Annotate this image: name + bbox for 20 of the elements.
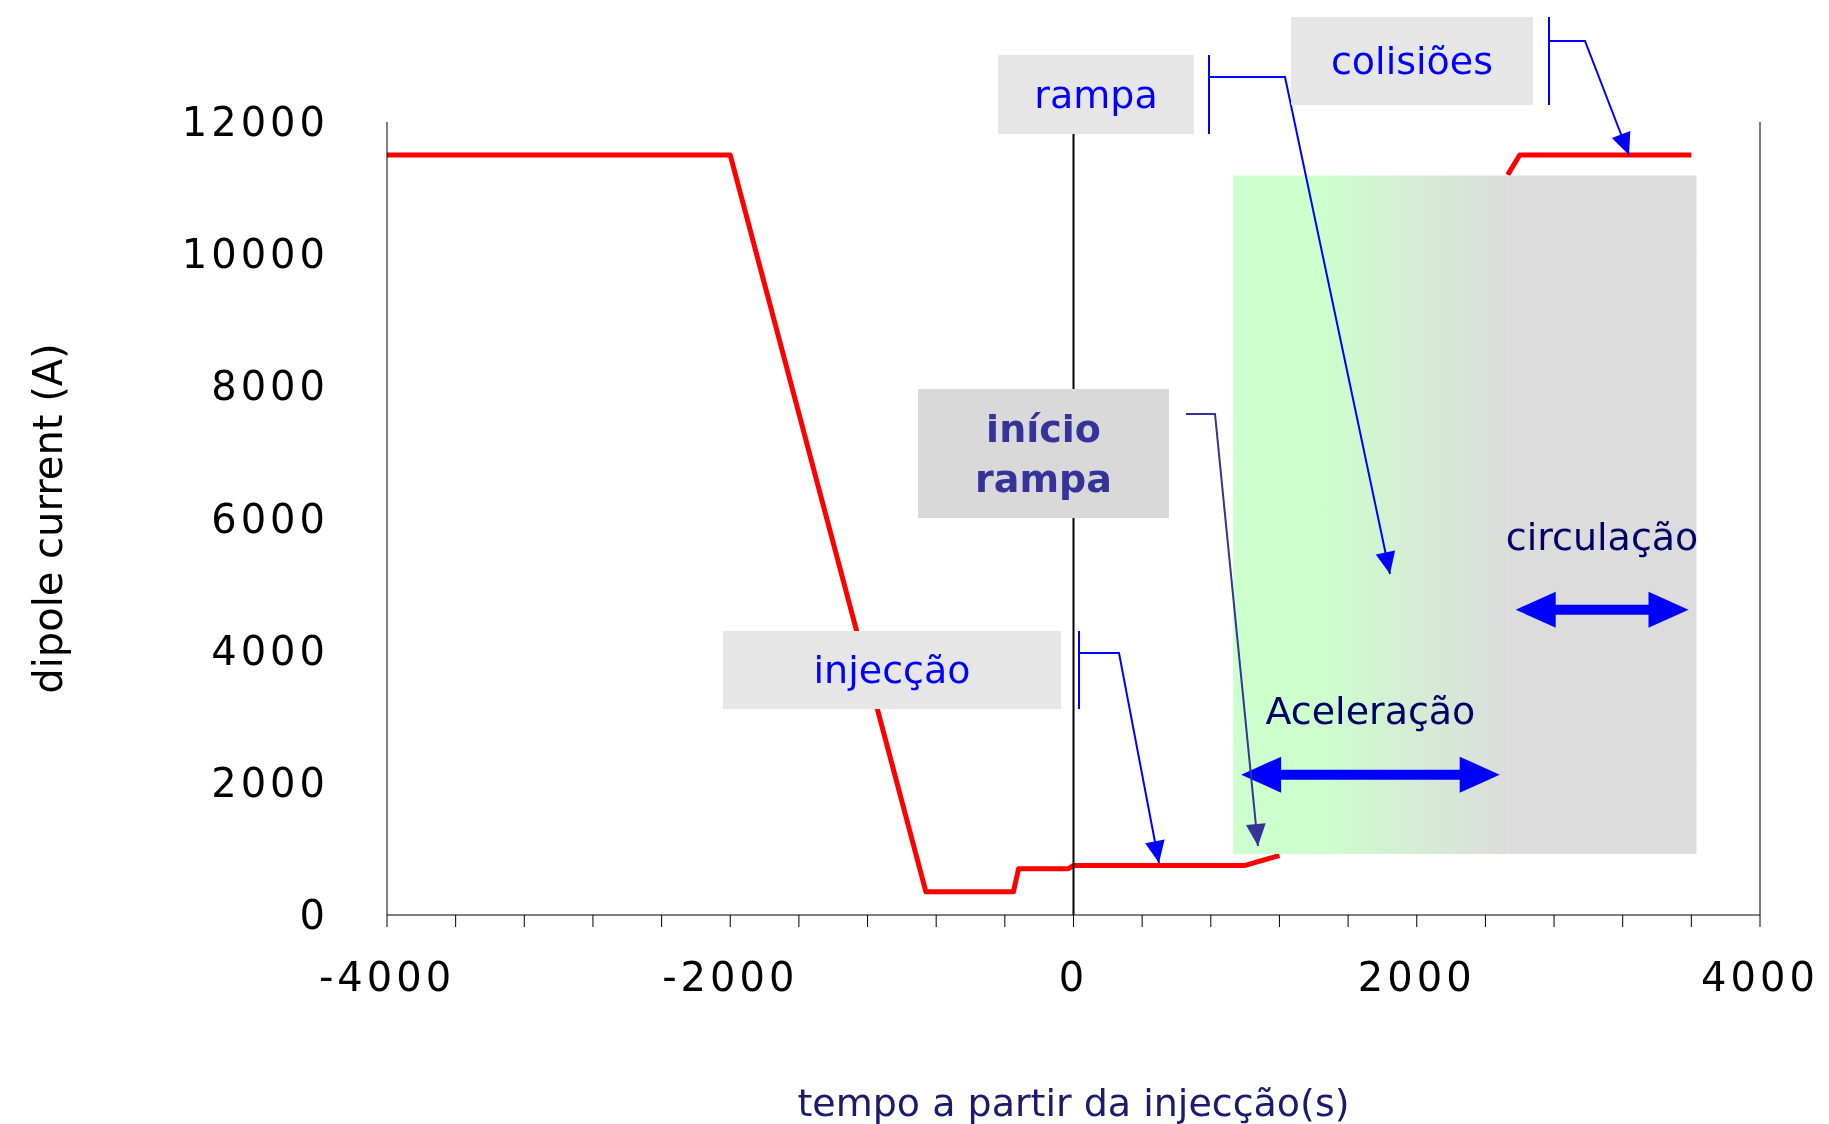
y-tick-label: 10000	[181, 231, 329, 278]
x-tick-label: 0	[1058, 954, 1089, 1000]
x-tick-label: -4000	[318, 954, 456, 1000]
band-label: Aceleração	[1265, 688, 1476, 733]
y-tick-label: 8000	[211, 363, 329, 410]
y-tick-label: 6000	[211, 495, 329, 542]
x-tick-label: -2000	[662, 954, 799, 1000]
y-axis-title: dipole current (A)	[25, 343, 71, 694]
y-tick-label: 4000	[211, 627, 329, 674]
band-label: circulação	[1505, 515, 1699, 560]
text: colisiões	[1330, 38, 1494, 85]
y-tick-label: 12000	[181, 99, 329, 145]
x-tick-label: 2000	[1357, 954, 1476, 1000]
annotation: injecção	[813, 647, 971, 694]
annotation: início rampa	[974, 405, 1113, 503]
x-tick-label: 4000	[1701, 954, 1819, 1000]
y-tick-label: 0	[299, 892, 329, 938]
y-tick-label: 2000	[211, 759, 329, 806]
text: rampa	[1034, 71, 1158, 119]
x-axis-title: tempo a partir da injecção(s)	[797, 1081, 1350, 1124]
